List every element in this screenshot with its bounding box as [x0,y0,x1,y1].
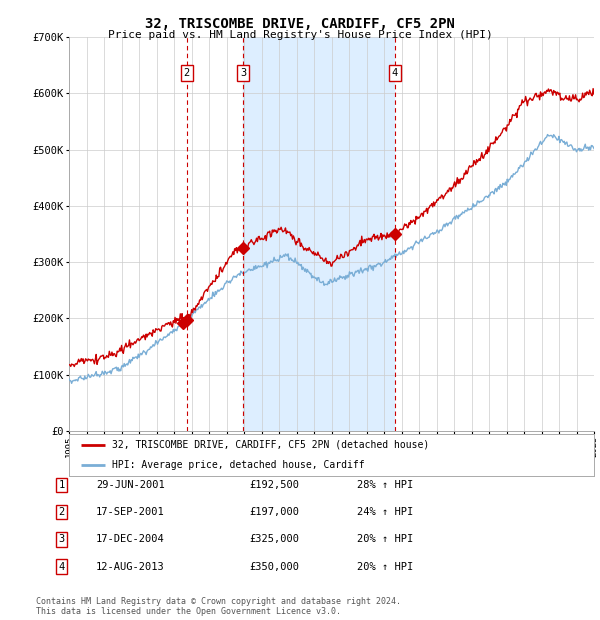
Text: £325,000: £325,000 [249,534,299,544]
Text: 3: 3 [59,534,65,544]
Text: 2: 2 [184,68,190,78]
Text: 32, TRISCOMBE DRIVE, CARDIFF, CF5 2PN (detached house): 32, TRISCOMBE DRIVE, CARDIFF, CF5 2PN (d… [112,440,430,450]
Text: 20% ↑ HPI: 20% ↑ HPI [357,534,413,544]
Text: 29-JUN-2001: 29-JUN-2001 [96,480,165,490]
Text: 1: 1 [59,480,65,490]
Text: HPI: Average price, detached house, Cardiff: HPI: Average price, detached house, Card… [112,460,365,470]
Text: This data is licensed under the Open Government Licence v3.0.: This data is licensed under the Open Gov… [36,607,341,616]
Text: £350,000: £350,000 [249,562,299,572]
Text: 17-SEP-2001: 17-SEP-2001 [96,507,165,517]
Text: 4: 4 [392,68,398,78]
Text: 28% ↑ HPI: 28% ↑ HPI [357,480,413,490]
Text: Price paid vs. HM Land Registry's House Price Index (HPI): Price paid vs. HM Land Registry's House … [107,30,493,40]
Text: 32, TRISCOMBE DRIVE, CARDIFF, CF5 2PN: 32, TRISCOMBE DRIVE, CARDIFF, CF5 2PN [145,17,455,32]
Text: 2: 2 [59,507,65,517]
Text: 24% ↑ HPI: 24% ↑ HPI [357,507,413,517]
Text: 4: 4 [59,562,65,572]
Text: Contains HM Land Registry data © Crown copyright and database right 2024.: Contains HM Land Registry data © Crown c… [36,597,401,606]
Text: £197,000: £197,000 [249,507,299,517]
Text: 17-DEC-2004: 17-DEC-2004 [96,534,165,544]
Text: 20% ↑ HPI: 20% ↑ HPI [357,562,413,572]
Text: 12-AUG-2013: 12-AUG-2013 [96,562,165,572]
Text: 3: 3 [240,68,247,78]
Text: £192,500: £192,500 [249,480,299,490]
